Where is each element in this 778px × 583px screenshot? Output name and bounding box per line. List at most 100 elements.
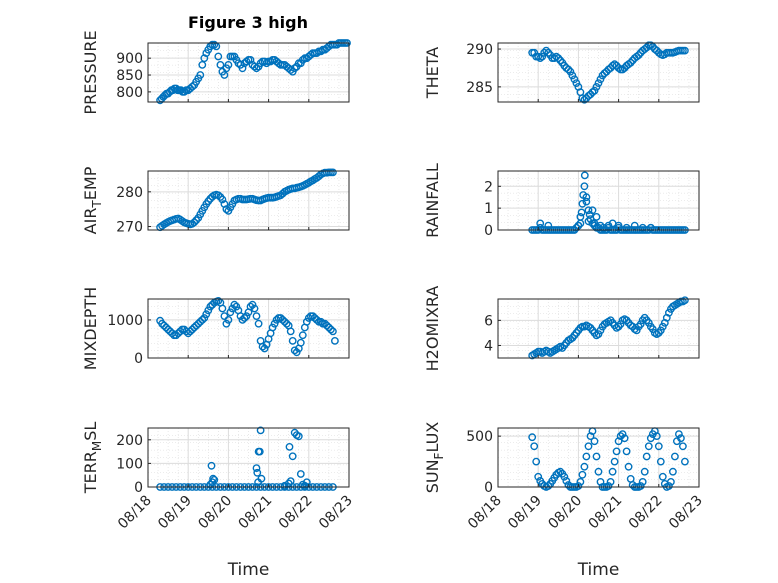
data-point xyxy=(580,462,589,471)
data-point xyxy=(572,79,581,88)
data-point xyxy=(257,474,266,483)
data-point xyxy=(536,54,545,62)
data-point xyxy=(258,342,267,351)
data-point xyxy=(328,168,337,177)
y-axis-label-text: TERR xyxy=(81,451,100,494)
data-point xyxy=(588,88,597,97)
data-point xyxy=(214,296,223,305)
y-axis-label-text: SUN xyxy=(423,459,442,493)
x-tick-label: 08/20 xyxy=(195,493,235,533)
data-point xyxy=(224,61,233,69)
y-tick-label: 4 xyxy=(484,338,493,354)
data-point xyxy=(230,300,239,309)
y-tick-label: 0 xyxy=(484,480,493,496)
data-point xyxy=(610,457,619,466)
data-point xyxy=(528,433,537,442)
data-point xyxy=(582,452,591,461)
y-tick-label: 0 xyxy=(134,480,143,496)
data-point xyxy=(578,199,587,208)
data-point xyxy=(592,83,601,91)
axes-box xyxy=(497,298,700,359)
data-point xyxy=(285,442,294,451)
data-point xyxy=(220,71,229,79)
data-point xyxy=(582,94,591,103)
y-axis-label-suffix: SL xyxy=(81,422,100,441)
data-point xyxy=(604,221,613,230)
data-point xyxy=(582,197,591,206)
x-tick-label: 08/21 xyxy=(236,493,276,533)
data-point xyxy=(636,320,645,328)
data-point xyxy=(322,321,331,330)
data-point xyxy=(207,461,216,470)
y-tick-label: 0 xyxy=(484,223,493,239)
data-point xyxy=(534,472,543,481)
data-point xyxy=(218,195,227,204)
data-point xyxy=(324,323,333,332)
y-axis-label: SUNFLUX xyxy=(423,422,446,494)
data-point xyxy=(186,327,195,336)
axes-box xyxy=(147,42,350,103)
data-point xyxy=(214,191,223,200)
data-point xyxy=(250,304,259,313)
data-point xyxy=(218,304,227,313)
data-point xyxy=(188,82,197,91)
y-tick-label: 900 xyxy=(116,51,143,67)
data-point xyxy=(622,223,631,232)
data-point xyxy=(222,319,231,328)
data-point xyxy=(296,338,305,347)
data-point xyxy=(590,219,599,228)
figure-title: Figure 3 high xyxy=(188,13,308,32)
data-point xyxy=(210,40,219,49)
y-tick-label: 100 xyxy=(116,456,143,472)
y-axis-label: PRESSURE xyxy=(81,30,100,114)
data-point xyxy=(556,467,565,476)
data-point xyxy=(566,67,575,76)
y-axis-label: TERRMSL xyxy=(81,422,104,495)
x-tick-label: 08/21 xyxy=(586,493,626,533)
data-point xyxy=(242,312,251,320)
data-point xyxy=(180,88,189,96)
y-tick-label: 290 xyxy=(466,42,493,58)
data-point xyxy=(222,205,231,214)
y-tick-label: 6 xyxy=(484,313,493,329)
data-point xyxy=(594,467,603,476)
data-point xyxy=(624,462,633,471)
data-point xyxy=(616,432,625,440)
data-point xyxy=(316,47,325,56)
data-point xyxy=(312,49,321,57)
chart-terrmsl: 0 100 200 08/18 08/19 08/20 08/21 08/22 08/23 TER… xyxy=(81,422,356,533)
data-point xyxy=(556,56,565,65)
data-point xyxy=(648,325,657,333)
data-point xyxy=(634,51,643,59)
data-point xyxy=(294,432,303,441)
x-tick-label: 08/23 xyxy=(666,493,706,533)
data-point xyxy=(568,71,577,80)
data-point xyxy=(210,475,219,484)
data-point xyxy=(608,467,617,476)
data-point xyxy=(579,191,588,199)
data-point xyxy=(253,468,262,477)
data-point xyxy=(190,323,199,332)
x-tick-label: 08/18 xyxy=(115,493,155,533)
data-point xyxy=(656,457,665,466)
data-point xyxy=(570,75,579,84)
data-point xyxy=(268,323,277,332)
data-point xyxy=(667,477,675,486)
data-point xyxy=(681,46,689,55)
data-point xyxy=(252,64,261,73)
x-axis-label: Time xyxy=(577,560,620,580)
data-point xyxy=(585,210,594,219)
data-point xyxy=(580,182,589,191)
data-point xyxy=(330,336,339,345)
data-point xyxy=(544,48,553,57)
data-point xyxy=(677,434,685,443)
data-point xyxy=(209,474,218,483)
x-tick-label: 08/18 xyxy=(465,493,505,533)
data-point xyxy=(192,321,201,330)
x-tick-label: 08/22 xyxy=(276,493,316,533)
data-point xyxy=(240,314,249,322)
axes-box xyxy=(147,298,350,359)
data-point xyxy=(584,442,593,451)
y-tick-label: 500 xyxy=(466,429,493,445)
